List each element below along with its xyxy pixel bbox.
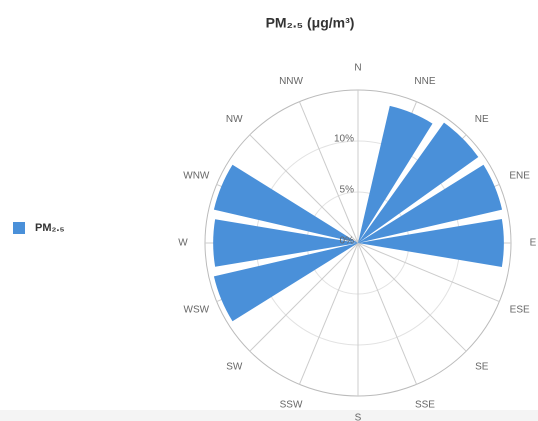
- category-label: N: [354, 63, 361, 74]
- category-label: NE: [475, 114, 489, 125]
- category-label: SSW: [280, 399, 303, 410]
- category-label: ESE: [510, 305, 530, 316]
- spoke: [249, 242, 359, 352]
- category-label: NW: [226, 114, 243, 125]
- spoke: [357, 242, 467, 352]
- y-tick-label: 0%: [340, 236, 355, 247]
- bottom-strip: [0, 410, 538, 421]
- y-tick-label: 5%: [340, 185, 355, 196]
- legend-swatch: [13, 222, 25, 234]
- category-label: SW: [226, 361, 243, 372]
- spoke: [357, 242, 500, 303]
- category-label: ENE: [509, 171, 530, 182]
- category-label: SSE: [415, 399, 435, 410]
- category-label: NNW: [279, 76, 303, 87]
- bar: [358, 105, 433, 243]
- category-label: NNE: [414, 76, 435, 87]
- spoke: [357, 242, 418, 385]
- spoke: [298, 242, 359, 385]
- bar: [213, 164, 358, 243]
- category-label: W: [178, 238, 188, 249]
- y-tick-label: 10%: [334, 134, 354, 145]
- spoke: [298, 101, 359, 244]
- bar: [358, 164, 503, 243]
- bar: [358, 219, 504, 267]
- category-label: S: [355, 413, 362, 421]
- category-label: WSW: [184, 305, 210, 316]
- category-label: SE: [475, 361, 489, 372]
- bar: [213, 243, 358, 322]
- chart-title: PM₂.₅ (μg/m³): [266, 15, 355, 31]
- bar: [213, 219, 358, 267]
- bar: [358, 122, 479, 243]
- spoke: [249, 134, 359, 244]
- category-label: E: [530, 238, 537, 249]
- category-label: WNW: [183, 171, 210, 182]
- legend-label: PM₂.₅: [35, 222, 65, 234]
